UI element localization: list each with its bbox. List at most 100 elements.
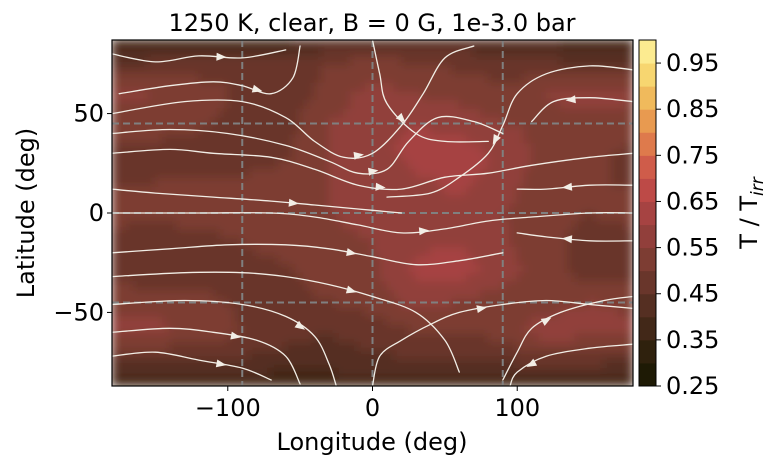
contour-cell [596,125,605,136]
contour-cell [364,307,374,318]
contour-cell [552,134,562,145]
contour-cell [603,298,612,309]
contour-cell [234,281,243,292]
contour-cell [227,376,236,386]
contour-cell [314,290,323,301]
contour-cell [198,108,207,119]
contour-cell [118,350,128,361]
contour-cell [162,125,171,136]
contour-cell [125,143,135,154]
contour-cell [241,99,251,110]
contour-cell [263,117,272,128]
contour-cell [552,307,562,318]
contour-cell [422,160,431,171]
contour-cell [494,48,504,58]
contour-cell [444,324,453,335]
contour-cell [162,221,171,231]
contour-cell [357,264,366,275]
contour-cell [335,74,345,84]
contour-cell [292,212,301,223]
contour-cell [125,74,135,84]
contour-cell [350,82,359,93]
contour-cell [292,307,301,318]
contour-cell [321,324,330,335]
contour-cell [285,307,294,318]
contour-cell [169,65,178,76]
contour-cell [516,203,526,214]
contour-cell [364,212,374,223]
contour-cell [437,368,446,378]
contour-cell [531,195,540,205]
contour-cell [191,48,200,58]
contour-cell [191,290,200,301]
colorbar-band [639,362,656,387]
contour-cell [509,376,518,386]
contour-cell [154,298,164,309]
contour-cell [610,212,620,223]
contour-cell [379,376,388,386]
contour-cell [277,91,287,102]
contour-cell [596,221,605,231]
contour-cell [306,272,316,283]
contour-cell [408,247,417,257]
contour-cell [364,333,374,344]
contour-cell [408,350,417,361]
contour-cell [567,48,576,58]
contour-cell [133,40,142,50]
contour-cell [567,290,576,301]
contour-cell [350,40,359,50]
contour-cell [285,298,294,309]
contour-cell [422,359,431,370]
contour-cell [162,186,171,197]
contour-cell [538,134,547,145]
contour-cell [162,108,171,119]
contour-cell [292,99,301,110]
contour-cell [147,359,157,370]
contour-cell [574,333,583,344]
contour-cell [509,56,518,67]
contour-cell [176,221,185,231]
contour-cell [248,350,258,361]
temperature-contour [112,40,633,386]
contour-cell [408,221,417,231]
contour-cell [277,238,287,249]
contour-cell [567,125,576,136]
contour-cell [248,74,258,84]
contour-cell [509,333,518,344]
contour-cell [118,290,128,301]
contour-cell [118,324,128,335]
contour-cell [516,247,526,257]
contour-cell [415,160,424,171]
contour-cell [393,247,403,257]
contour-cell [277,117,287,128]
contour-cell [162,247,171,257]
contour-cell [248,151,258,162]
contour-cell [386,65,395,76]
contour-cell [364,359,374,370]
contour-cell [241,177,251,188]
contour-cell [379,307,388,318]
y-axis-ticks: 500−50 [53,100,112,326]
contour-cell [581,82,591,93]
contour-cell [574,264,583,275]
contour-cell [516,143,526,154]
contour-cell [494,264,504,275]
contour-cell [162,264,171,275]
contour-cell [444,212,453,223]
contour-cell [292,238,301,249]
contour-cell [560,238,569,249]
contour-cell [588,99,598,110]
contour-cell [183,108,193,119]
contour-cell [219,324,229,335]
contour-cell [292,186,301,197]
contour-cell [523,264,533,275]
contour-cell [567,238,576,249]
contour-cell [386,264,395,275]
contour-cell [118,195,128,205]
contour-cell [596,298,605,309]
contour-cell [444,195,453,205]
contour-cell [574,229,583,240]
contour-cell [400,272,410,283]
contour-cell [480,117,489,128]
contour-cell [386,247,395,257]
